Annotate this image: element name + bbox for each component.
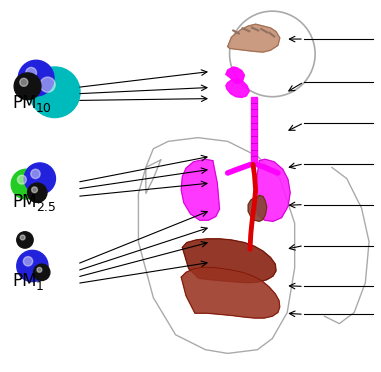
Text: 2.5: 2.5 [36,201,56,214]
Circle shape [40,77,55,92]
Circle shape [18,60,54,96]
Circle shape [17,232,33,248]
Circle shape [37,267,42,272]
Circle shape [24,163,56,194]
Circle shape [29,67,80,118]
Polygon shape [248,195,267,221]
Polygon shape [181,159,219,220]
Text: PM: PM [13,193,37,211]
Circle shape [20,78,28,86]
Text: 10: 10 [36,102,51,115]
Circle shape [32,187,37,193]
Circle shape [17,250,48,282]
Circle shape [26,67,37,78]
Circle shape [14,73,41,100]
Text: PM: PM [13,94,37,112]
Circle shape [18,175,26,184]
Polygon shape [226,79,249,97]
Polygon shape [251,97,257,164]
Circle shape [34,264,50,280]
Text: 1: 1 [36,280,43,293]
Polygon shape [228,24,280,52]
Circle shape [23,257,33,266]
Text: PM: PM [13,272,37,290]
Polygon shape [256,159,290,221]
Polygon shape [181,267,280,318]
Circle shape [27,183,47,202]
Circle shape [11,169,41,199]
Polygon shape [182,239,276,283]
Polygon shape [226,67,245,84]
Circle shape [20,235,25,240]
Circle shape [31,169,40,179]
